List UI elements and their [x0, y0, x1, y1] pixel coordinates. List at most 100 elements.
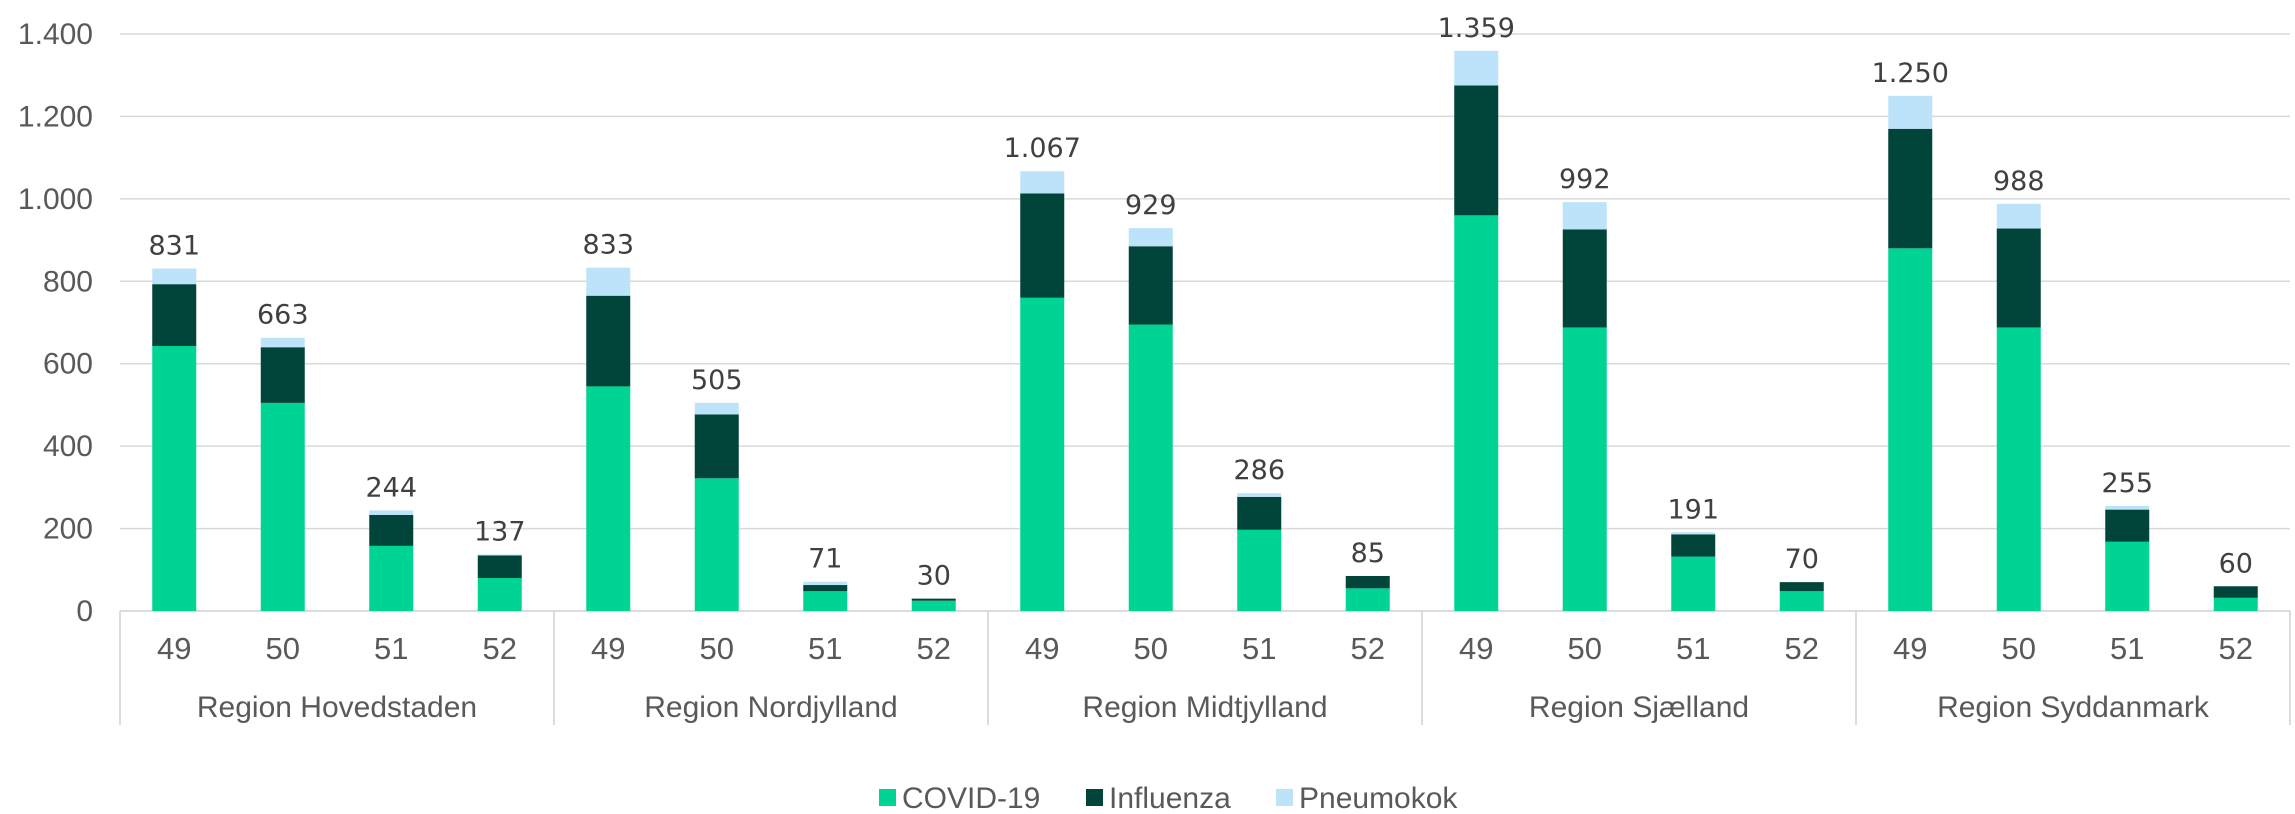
data-label: 30 [917, 561, 951, 592]
legend-swatch [1276, 789, 1293, 806]
bar-segment [477, 555, 522, 579]
data-label: 60 [2219, 548, 2253, 579]
legend-swatch [879, 789, 896, 806]
bar-segment [260, 347, 305, 403]
bar-segment [1020, 171, 1065, 194]
data-label: 137 [474, 517, 526, 548]
x-tick-label: 52 [1785, 631, 1819, 666]
x-tick-label: 52 [917, 631, 951, 666]
data-label: 663 [257, 300, 309, 331]
bar-segment [152, 345, 197, 611]
bar-segment [152, 268, 197, 285]
bar-segment [586, 295, 631, 387]
bar-segment [1237, 496, 1282, 530]
bar-segment [911, 600, 956, 611]
bar-segment [2213, 597, 2258, 611]
x-tick-label: 52 [2219, 631, 2253, 666]
x-tick-label: 50 [2002, 631, 2036, 666]
data-label: 70 [1785, 544, 1819, 575]
data-label: 71 [808, 544, 842, 575]
data-label: 1.250 [1872, 58, 1949, 89]
data-label: 988 [1993, 166, 2045, 197]
bar-segment [803, 581, 848, 586]
legend-label: COVID-19 [902, 782, 1040, 814]
x-tick-label: 50 [266, 631, 300, 666]
bar-segment [1996, 327, 2041, 611]
y-tick-label: 1.000 [18, 183, 93, 216]
bar-segment [1671, 556, 1716, 611]
x-tick-label: 51 [374, 631, 408, 666]
data-label: 1.359 [1438, 13, 1515, 44]
x-tick-label: 52 [483, 631, 517, 666]
x-tick-label: 52 [1351, 631, 1385, 666]
data-label: 831 [148, 231, 200, 262]
bar-segment [694, 414, 739, 479]
data-labels: 831 663 244 137 833 505 71 30 1.067 929 286 85 1.359… [148, 13, 2252, 592]
gridlines [120, 33, 2290, 612]
y-tick-label: 1.200 [18, 100, 93, 133]
bar-segment [1128, 228, 1173, 247]
bar-segment [803, 585, 848, 592]
bar-segment [1888, 95, 1933, 129]
bar-segment [1237, 493, 1282, 497]
bar-segment [911, 598, 956, 601]
x-tick-label: 51 [808, 631, 842, 666]
region-label: Region Midtjylland [1082, 691, 1327, 724]
bar-segment [260, 337, 305, 348]
bar-segment [1888, 128, 1933, 249]
legend-swatch [1086, 789, 1103, 806]
bar-segment [1888, 248, 1933, 612]
bar-segment [1562, 229, 1607, 328]
data-label: 191 [1667, 494, 1719, 525]
y-axis-ticks: 0 200 400 600 800 1.000 1.200 1.400 [18, 18, 93, 628]
x-tick-label: 50 [700, 631, 734, 666]
y-tick-label: 200 [43, 513, 93, 546]
bar-segment [152, 284, 197, 346]
legend-label: Pneumokok [1299, 782, 1458, 814]
x-tick-label: 51 [2110, 631, 2144, 666]
x-tick-label: 50 [1568, 631, 1602, 666]
bar-segment [694, 402, 739, 415]
data-label: 992 [1559, 164, 1611, 195]
bar-segment [1454, 215, 1499, 612]
data-label: 244 [365, 472, 417, 503]
x-tick-label: 49 [591, 631, 625, 666]
y-tick-label: 0 [76, 595, 93, 628]
bar-segment [803, 591, 848, 611]
data-label: 1.067 [1004, 133, 1081, 164]
legend: COVID-19 Influenza Pneumokok [879, 782, 1458, 814]
bar-segment [369, 545, 414, 611]
bar-segment [586, 267, 631, 296]
bars [152, 50, 2258, 612]
bar-segment [2105, 541, 2150, 611]
y-tick-label: 1.400 [18, 18, 93, 51]
y-tick-label: 800 [43, 265, 93, 298]
bar-segment [586, 386, 631, 611]
bar-segment [369, 514, 414, 546]
bar-segment [1454, 50, 1499, 86]
region-label: Region Syddanmark [1937, 691, 2210, 724]
data-label: 85 [1351, 538, 1385, 569]
bar-segment [2213, 586, 2258, 598]
bar-segment [1345, 588, 1390, 611]
bar-segment [1128, 246, 1173, 325]
bar-segment [1779, 591, 1824, 611]
bar-segment [2105, 505, 2150, 510]
data-label: 255 [2101, 468, 2153, 499]
y-tick-label: 600 [43, 348, 93, 381]
bar-segment [1020, 297, 1065, 611]
y-tick-label: 400 [43, 430, 93, 463]
bar-segment [1562, 202, 1607, 230]
bar-segment [1996, 228, 2041, 328]
bar-segment [694, 478, 739, 611]
bar-segment [1020, 193, 1065, 298]
bar-segment [2105, 509, 2150, 542]
x-tick-label: 49 [1459, 631, 1493, 666]
region-label: Region Nordjylland [644, 691, 897, 724]
x-tick-label: 51 [1676, 631, 1710, 666]
x-tick-label: 49 [157, 631, 191, 666]
bar-segment [477, 578, 522, 611]
bar-segment [1671, 532, 1716, 535]
bar-segment [1996, 203, 2041, 229]
